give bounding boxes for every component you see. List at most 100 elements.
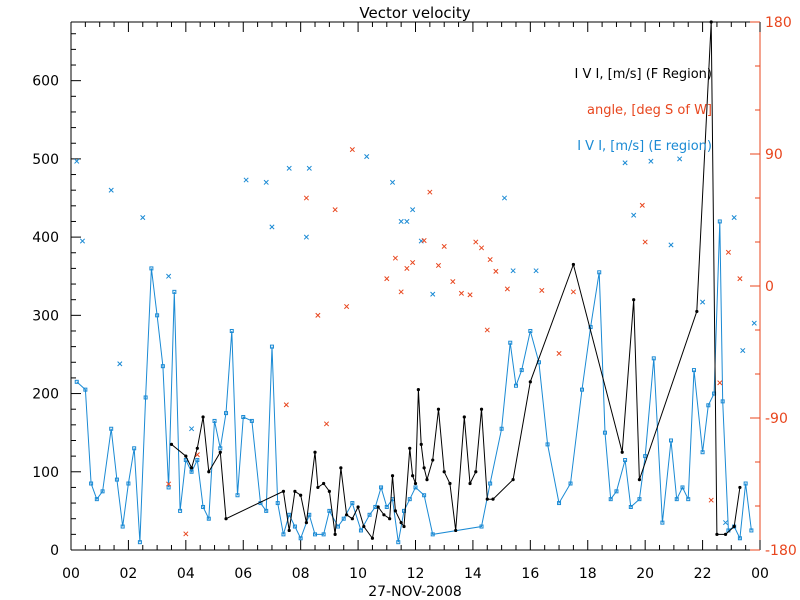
e-region-point <box>691 368 696 373</box>
e-region-cross <box>668 242 674 248</box>
angle-point <box>303 195 309 201</box>
angle-point <box>398 289 404 295</box>
e-region-point <box>637 497 642 502</box>
f-region-point <box>485 497 489 501</box>
e-region-point <box>608 497 613 502</box>
f-region-point <box>431 458 435 462</box>
e-region-point <box>568 481 573 486</box>
e-region-cross <box>389 179 396 185</box>
e-region-cross <box>243 177 249 183</box>
f-region-point <box>571 262 575 267</box>
e-region-point <box>737 536 742 541</box>
x-tick-label: 20 <box>636 566 654 582</box>
y2-tick-label: 90 <box>765 147 783 163</box>
f-region-point <box>408 446 412 450</box>
f-region-point <box>448 481 452 486</box>
e-region-point <box>743 481 748 486</box>
f-region-point <box>413 481 418 486</box>
f-region-point <box>715 532 719 536</box>
e-region-point <box>479 524 484 529</box>
e-region-point <box>528 328 533 333</box>
angle-point <box>183 531 189 537</box>
angle-point <box>427 189 433 195</box>
f-region-point <box>411 474 415 478</box>
x-tick-label: 08 <box>292 566 310 582</box>
e-region-point <box>367 512 372 517</box>
e-region-point <box>313 532 318 537</box>
e-region-point <box>651 356 656 361</box>
angle-point <box>450 279 456 285</box>
e-region-point <box>94 497 99 502</box>
angle-point <box>539 287 545 293</box>
e-region-point <box>109 426 114 431</box>
e-region-point <box>660 520 665 525</box>
f-region-point <box>422 466 426 470</box>
angle-point <box>473 239 479 245</box>
e-region-point <box>143 395 148 400</box>
e-region-point <box>269 344 274 349</box>
e-region-cross <box>631 212 637 218</box>
angle-point <box>717 380 723 386</box>
e-region-point <box>623 458 628 463</box>
f-region-point <box>169 442 174 446</box>
e-region-point <box>628 504 633 509</box>
x-tick-label: 00 <box>751 566 769 582</box>
angle-point <box>315 312 321 318</box>
e-region-cross <box>166 273 172 279</box>
y2-tick-label: -180 <box>765 543 797 559</box>
f-region-point <box>207 470 211 474</box>
e-region-point <box>218 446 223 451</box>
e-region-point <box>580 387 585 392</box>
f-region-point <box>390 474 395 478</box>
y-tick-label: 400 <box>32 230 59 246</box>
e-region-point <box>545 442 550 447</box>
e-region-line <box>76 221 752 543</box>
e-region-point <box>275 501 280 506</box>
x-tick-label: 12 <box>407 566 425 582</box>
angle-point <box>323 421 330 427</box>
e-region-point <box>513 383 518 388</box>
e-region-point <box>166 485 171 490</box>
f-region-point <box>333 532 337 536</box>
angle-point <box>435 262 442 269</box>
f-region-point <box>388 517 392 521</box>
x-tick-label: 16 <box>521 566 539 582</box>
f-region-point <box>723 532 728 536</box>
f-region-point <box>511 478 515 482</box>
e-region-cross <box>648 158 654 164</box>
e-region-point <box>249 418 254 423</box>
f-region-point <box>376 505 380 509</box>
e-region-point <box>195 458 200 463</box>
f-region-point <box>382 513 386 517</box>
x-tick-label: 00 <box>62 566 80 582</box>
e-region-cross <box>108 187 114 193</box>
x-tick-label: 14 <box>464 566 482 582</box>
e-region-point <box>298 536 303 541</box>
f-region-point <box>479 407 484 411</box>
angle-point <box>556 350 562 357</box>
x-axis-label: 27-NOV-2008 <box>368 584 462 600</box>
e-region-cross <box>677 156 683 162</box>
f-region-point <box>362 524 366 529</box>
e-region-point <box>224 411 229 416</box>
e-region-point <box>281 532 286 537</box>
f-region-point <box>491 497 495 501</box>
f-region-point <box>425 478 429 482</box>
legend-label: angle, [deg S of W] <box>587 103 712 118</box>
angle-point <box>384 276 390 282</box>
e-region-point <box>700 450 705 455</box>
e-region-cross <box>398 218 404 225</box>
f-region-point <box>393 509 398 513</box>
e-region-point <box>350 501 355 506</box>
f-region-point <box>287 528 291 533</box>
e-region-cross <box>430 291 436 297</box>
e-region-point <box>508 340 513 345</box>
e-region-point <box>126 481 131 486</box>
angle-point <box>166 481 172 487</box>
angle-point <box>349 147 355 153</box>
angle-point <box>332 207 338 213</box>
f-region-point <box>399 521 403 525</box>
e-region-point <box>132 446 137 451</box>
f-region-point <box>313 450 317 454</box>
e-region-cross <box>269 224 275 230</box>
